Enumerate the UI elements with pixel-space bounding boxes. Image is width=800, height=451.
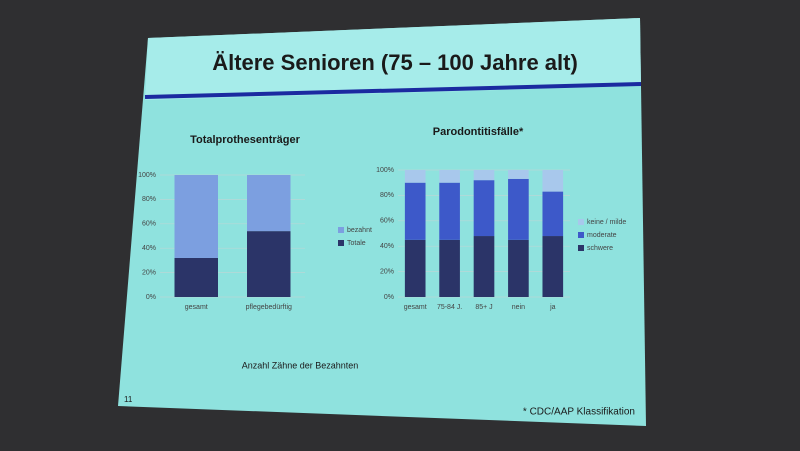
bar-segment xyxy=(174,257,218,297)
bar-segment xyxy=(404,239,426,297)
chart-title: Totalprothesenträger xyxy=(190,134,301,146)
legend-swatch xyxy=(338,227,344,233)
bar-segment xyxy=(247,175,291,232)
legend-label: keine / milde xyxy=(587,219,626,226)
page-number: 11 xyxy=(124,395,133,404)
bar-segment xyxy=(247,231,291,297)
bar-segment xyxy=(508,239,529,297)
y-tick-label: 80% xyxy=(142,196,156,203)
legend-swatch xyxy=(578,232,584,238)
x-tick-label: nein xyxy=(512,304,525,311)
legend-label: Totale xyxy=(347,240,366,247)
y-tick-label: 20% xyxy=(142,269,156,276)
y-tick-label: 0% xyxy=(384,294,394,301)
bar-segment xyxy=(174,175,218,258)
bar-segment xyxy=(473,170,495,181)
y-tick-label: 100% xyxy=(138,172,156,179)
legend-swatch xyxy=(578,219,584,225)
slide-title: Ältere Senioren (75 – 100 Jahre alt) xyxy=(212,50,578,75)
bar-segment xyxy=(439,170,460,183)
y-tick-label: 0% xyxy=(146,294,156,301)
title-banner xyxy=(145,18,641,100)
slide xyxy=(118,18,646,426)
legend-label: bezahnt xyxy=(347,227,372,234)
title-rule xyxy=(144,82,642,99)
y-tick-label: 60% xyxy=(380,218,394,225)
bar-segment xyxy=(473,180,495,237)
x-tick-label: 85+ J xyxy=(475,304,492,311)
y-tick-label: 100% xyxy=(376,167,394,174)
x-tick-label: pflegebedürftig xyxy=(246,304,292,311)
bar-segment xyxy=(542,236,564,297)
y-tick-label: 80% xyxy=(380,192,394,199)
bar-segment xyxy=(542,170,564,192)
bar-segment xyxy=(542,191,564,237)
legend-label: moderate xyxy=(587,232,617,239)
chart-title: Parodontitisfälle* xyxy=(433,126,524,138)
y-tick-label: 60% xyxy=(142,221,156,228)
bar-segment xyxy=(508,178,529,240)
note: Anzahl Zähne der Bezahnten xyxy=(242,360,359,370)
bar-segment xyxy=(439,182,460,240)
y-tick-label: 20% xyxy=(380,268,394,275)
legend-label: schwere xyxy=(587,245,613,252)
bar-segment xyxy=(473,236,495,297)
bar-segment xyxy=(508,170,529,179)
y-tick-label: 40% xyxy=(380,243,394,250)
x-tick-label: ja xyxy=(549,304,556,311)
x-tick-label: 75-84 J. xyxy=(437,304,462,311)
legend-swatch xyxy=(578,245,584,251)
x-tick-label: gesamt xyxy=(404,304,427,311)
bar-segment xyxy=(404,170,426,183)
y-tick-label: 40% xyxy=(142,245,156,252)
x-tick-label: gesamt xyxy=(185,304,208,311)
bar-segment xyxy=(439,239,460,297)
footnote: * CDC/AAP Klassifikation xyxy=(523,407,635,418)
legend-swatch xyxy=(338,240,344,246)
bar-segment xyxy=(404,182,426,240)
